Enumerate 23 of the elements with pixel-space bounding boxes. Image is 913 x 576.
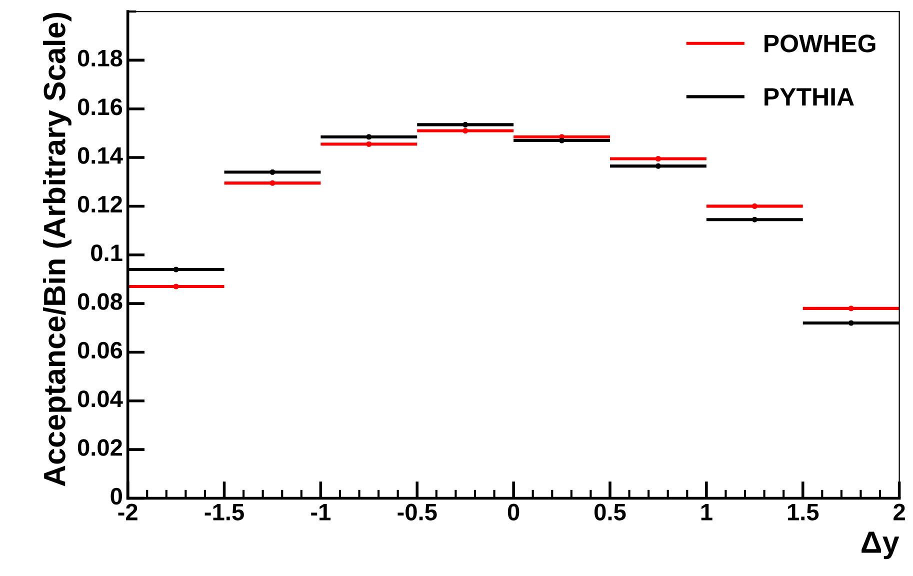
x-tick-label: 0.5 (594, 504, 626, 520)
y-tick-label: 0.02 (78, 439, 122, 456)
y-tick-label: 0.18 (78, 50, 122, 67)
x-tick-label: 1.5 (788, 504, 819, 520)
x-tick-label: 0 (508, 504, 520, 520)
x-tick-label: -1 (311, 504, 331, 520)
legend-label: PYTHIA (764, 88, 854, 106)
y-tick-label: 0 (110, 488, 122, 505)
x-axis-title: Δy (862, 532, 900, 560)
x-tick-label: -0.5 (398, 504, 437, 520)
legend-label: POWHEG (764, 34, 876, 52)
y-tick-label: 0.12 (78, 196, 122, 213)
y-tick-label: 0.06 (78, 342, 122, 359)
y-axis-title: Acceptance/Bin (Arbitrary Scale) (42, 13, 72, 486)
y-tick-label: 0.1 (91, 244, 122, 262)
y-tick-label: 0.16 (78, 98, 122, 116)
x-tick-label: 1 (701, 504, 712, 520)
y-tick-label: 0.14 (78, 147, 123, 164)
x-tick-label: -1.5 (204, 504, 244, 520)
y-tick-label: 0.08 (78, 293, 122, 310)
x-tick-label: 2 (894, 504, 905, 520)
y-tick-label: 0.04 (78, 390, 123, 408)
x-tick-label: -2 (118, 504, 138, 520)
